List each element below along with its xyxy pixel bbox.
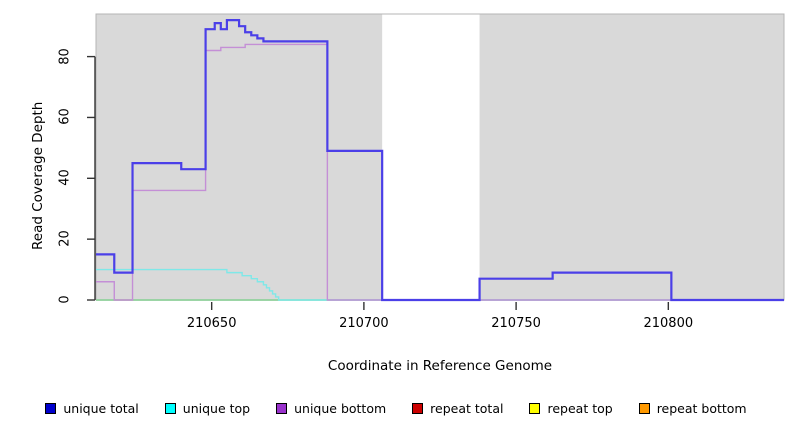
legend-label: unique top (182, 400, 251, 416)
panel-background-left (96, 14, 383, 300)
panel-background-right (479, 14, 784, 300)
y-tick-label: 0 (57, 295, 73, 304)
legend-item-unique-top[interactable]: unique top (164, 400, 251, 416)
legend-swatch-icon (276, 402, 288, 414)
legend-label: repeat top (547, 400, 613, 416)
y-tick-label: 20 (57, 230, 73, 247)
x-tick-label: 210650 (186, 316, 237, 331)
legend-item-unique-bottom[interactable]: unique bottom (276, 401, 386, 416)
legend-item-unique-total[interactable]: unique total (45, 400, 139, 416)
legend-item-repeat-total[interactable]: repeat total (412, 401, 503, 416)
legend-swatch-icon (164, 402, 176, 414)
y-tick-label: 60 (57, 108, 73, 126)
legend-swatch-icon (529, 402, 541, 414)
legend-swatch-icon (45, 402, 57, 414)
series-line-unique-top (96, 268, 784, 301)
x-tick-label: 210700 (339, 316, 389, 331)
x-tick-label: 210800 (643, 316, 694, 331)
chart-legend: unique total unique top unique bottom repea… (0, 396, 792, 420)
legend-swatch-icon (638, 402, 650, 414)
series-line-unique-bottom (96, 43, 784, 301)
y-tick-label: 80 (57, 47, 73, 65)
legend-swatch-icon (412, 402, 424, 414)
legend-label: unique bottom (294, 400, 387, 416)
x-axis-title-wrap: Coordinate in Reference Genome (96, 355, 784, 374)
legend-label: unique total (63, 400, 139, 416)
legend-label: repeat total (430, 400, 504, 416)
legend-item-repeat-top[interactable]: repeat top (529, 400, 613, 416)
series-line-unique-total (96, 18, 784, 302)
x-axis-title: Coordinate in Reference Genome (327, 358, 553, 374)
y-tick-label: 40 (57, 169, 73, 187)
legend-item-repeat-bottom[interactable]: repeat bottom (638, 400, 747, 416)
legend-label: repeat bottom (656, 400, 747, 416)
x-tick-label: 210750 (491, 316, 541, 331)
